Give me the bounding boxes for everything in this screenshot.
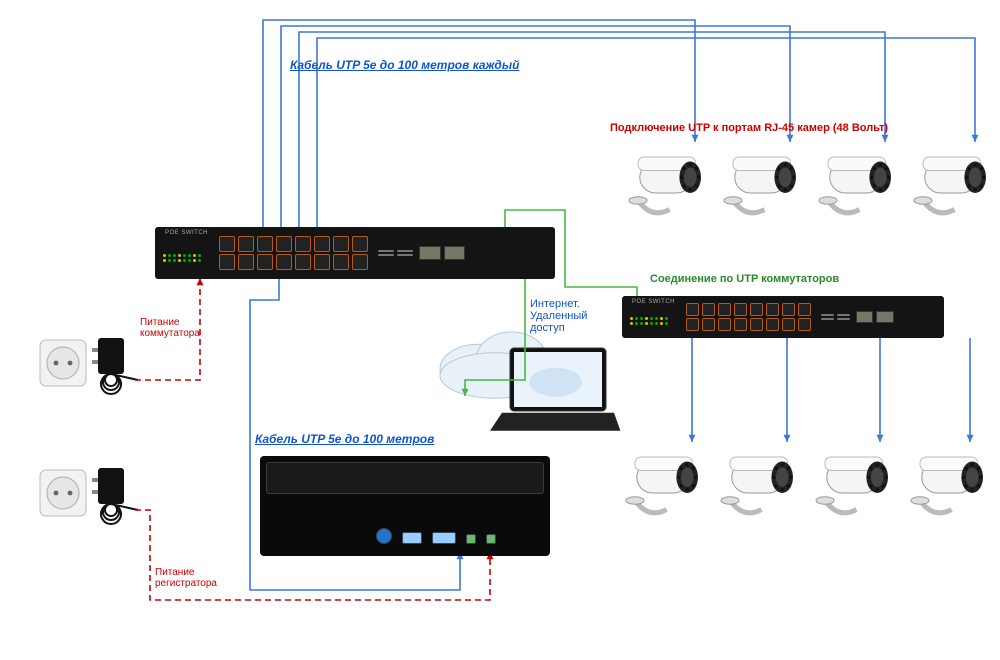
rj45-port: [766, 303, 779, 316]
rj45-port: [718, 303, 731, 316]
rj45-port: [352, 254, 368, 270]
rj45-port: [333, 236, 349, 252]
rj45-port: [686, 318, 699, 331]
rj45-port: [798, 303, 811, 316]
rj45-port: [219, 236, 235, 252]
power-adapter-2: [92, 468, 138, 524]
nvr-port: [402, 532, 422, 544]
sfp-slot: [876, 311, 893, 323]
rj45-port: [238, 254, 254, 270]
laptop-icon: [490, 348, 620, 431]
sfp-slot: [444, 246, 466, 261]
uplink-port: [378, 250, 394, 252]
uplink-port: [397, 254, 413, 256]
uplink-port: [821, 318, 834, 320]
switch-brand-label: POE SWITCH: [632, 299, 675, 305]
rj45-port: [734, 318, 747, 331]
camera-bottom-2: [712, 448, 802, 523]
rj45-port: [702, 318, 715, 331]
rj45-port: [718, 318, 731, 331]
uplink-port: [397, 250, 413, 252]
sfp-slot: [419, 246, 441, 261]
nvr-port: [376, 528, 392, 544]
poe-switch-remote: POE SWITCH: [622, 296, 944, 338]
rj45-port: [782, 303, 795, 316]
rj45-port: [782, 318, 795, 331]
rj45-port: [333, 254, 349, 270]
label-top_cable: Кабель UTP 5e до 100 метров каждый: [290, 58, 519, 72]
label-cable_nvr: Кабель UTP 5e до 100 метров: [255, 432, 434, 446]
camera-bottom-4: [902, 448, 992, 523]
rj45-port: [276, 254, 292, 270]
switch-brand-label: POE SWITCH: [165, 230, 208, 236]
nvr-recorder: [260, 456, 550, 556]
camera-bottom-3: [807, 448, 897, 523]
uplink-port: [378, 254, 394, 256]
rj45-port: [750, 318, 763, 331]
nvr-port: [486, 534, 496, 544]
rj45-port: [257, 236, 273, 252]
label-internet: Интернет. Удаленный доступ: [530, 298, 587, 334]
rj45-port: [257, 254, 273, 270]
rj45-port: [686, 303, 699, 316]
rj45-port: [734, 303, 747, 316]
rj45-port: [219, 254, 235, 270]
rj45-port: [352, 236, 368, 252]
nvr-port: [432, 532, 456, 544]
camera-top-3: [810, 148, 900, 223]
camera-top-4: [905, 148, 995, 223]
uplink-port: [821, 314, 834, 316]
rj45-port: [750, 303, 763, 316]
poe-switch-main: POE SWITCH: [155, 227, 555, 279]
camera-bottom-1: [617, 448, 707, 523]
power-adapter-1: [92, 338, 138, 394]
rj45-port: [276, 236, 292, 252]
rj45-port: [766, 318, 779, 331]
label-pwr_nvr: Питание регистратора: [155, 567, 217, 589]
wall-outlet-2: [40, 470, 86, 516]
nvr-port: [466, 534, 476, 544]
label-pwr_sw: Питание коммутатора: [140, 317, 200, 339]
cloud-icon: [440, 332, 550, 398]
rj45-port: [295, 236, 311, 252]
rj45-port: [702, 303, 715, 316]
rj45-port: [295, 254, 311, 270]
label-sw_link: Соединение по UTP коммутаторов: [650, 273, 839, 285]
label-camera_conn: Подключение UTP к портам RJ-45 камер (48…: [610, 122, 888, 134]
rj45-port: [314, 236, 330, 252]
sfp-slot: [856, 311, 873, 323]
rj45-port: [238, 236, 254, 252]
wall-outlet-1: [40, 340, 86, 386]
uplink-port: [837, 314, 850, 316]
camera-top-2: [715, 148, 805, 223]
uplink-port: [837, 318, 850, 320]
camera-top-1: [620, 148, 710, 223]
rj45-port: [314, 254, 330, 270]
rj45-port: [798, 318, 811, 331]
